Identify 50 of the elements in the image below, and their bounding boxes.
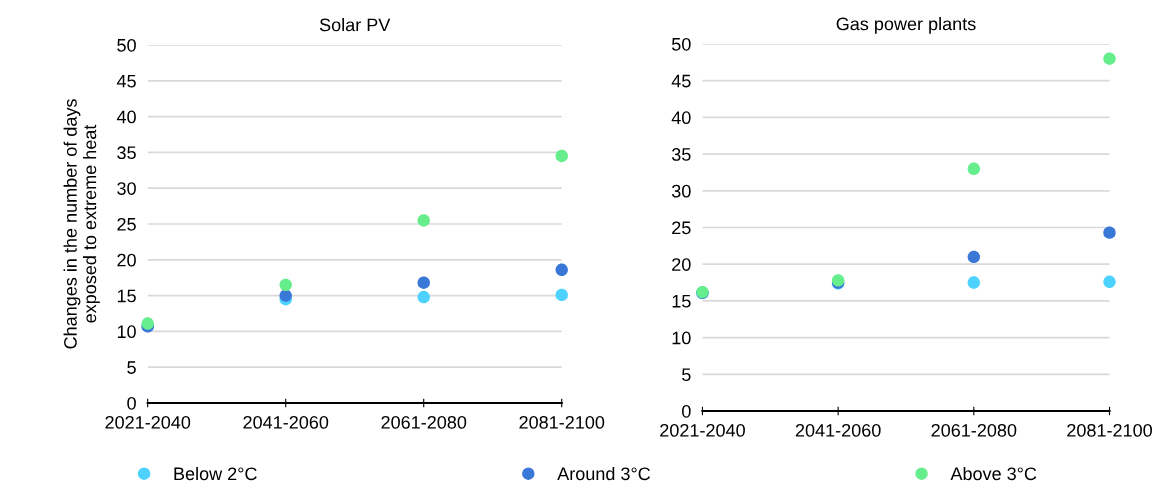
x-tick-label: 2041-2060: [795, 423, 881, 437]
x-tick-label: 2081-2100: [1067, 423, 1152, 437]
y-tick-label: 35: [671, 148, 691, 161]
legend-label: Around 3°C: [557, 466, 651, 481]
point: [967, 276, 981, 289]
legend-label: Above 3°C: [950, 466, 1037, 481]
y-tick-label: 35: [117, 146, 136, 160]
y-tick-label: 25: [117, 217, 136, 231]
point: [1103, 275, 1116, 289]
y-axis-title: Changes in the number of days exposed to extreme heat: [63, 99, 100, 349]
point: [417, 214, 430, 227]
y-tick-label: 15: [672, 295, 691, 308]
x-tick-label: 2081-2100: [519, 415, 605, 429]
y-tick-label: 0: [127, 396, 136, 410]
point: [1103, 52, 1116, 65]
y-tick-label: 5: [682, 368, 691, 382]
point: [555, 288, 568, 302]
x-tick-label: 2041-2060: [243, 415, 329, 429]
point: [417, 276, 430, 289]
point: [967, 250, 981, 264]
y-tick-label: 40: [116, 110, 136, 124]
y-tick-label: 20: [672, 258, 691, 271]
y-tick-label: 10: [117, 325, 136, 339]
point: [555, 263, 568, 277]
y-tick-label: 20: [117, 253, 136, 267]
point: [417, 290, 430, 304]
y-tick-label: 45: [671, 74, 691, 88]
legend-label: Below 2°C: [174, 466, 257, 481]
y-tick-label: 15: [117, 289, 136, 303]
point: [279, 289, 292, 302]
x-tick-label: 2021-2040: [105, 415, 191, 429]
y-tick-label: 30: [117, 182, 136, 195]
point: [555, 149, 568, 163]
y-tick-label: 10: [672, 331, 691, 345]
chart-title: Gas power plants: [836, 17, 976, 34]
point: [1103, 226, 1116, 239]
y-tick-label: 40: [671, 111, 691, 125]
y-tick-label: 30: [671, 184, 691, 198]
point: [967, 162, 981, 175]
y-tick-label: 25: [672, 221, 691, 235]
y-tick-label: 50: [117, 38, 136, 52]
y-tick-label: 45: [116, 74, 136, 88]
y-tick-label: 50: [671, 37, 691, 51]
y-tick-label: 0: [682, 404, 691, 418]
y-tick-label: 5: [127, 361, 136, 374]
x-tick-label: 2021-2040: [660, 423, 745, 437]
chart-title: Solar PV: [319, 18, 391, 32]
x-tick-label: 2061-2080: [931, 423, 1017, 437]
x-tick-label: 2061-2080: [381, 415, 467, 429]
point: [279, 278, 292, 292]
